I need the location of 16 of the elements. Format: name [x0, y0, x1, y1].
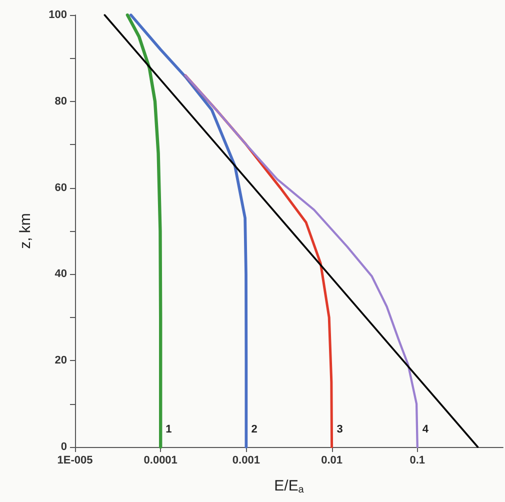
x-tick-label: 0.01 [321, 454, 343, 466]
x-tick-label: 1E-005 [57, 454, 93, 466]
annotation: 3 [336, 424, 343, 436]
x-tick-label: 0.0001 [144, 454, 178, 466]
annotation: 2 [251, 424, 258, 436]
annotation: 1 [166, 424, 172, 436]
y-tick-label: 40 [54, 268, 67, 280]
y-tick-label: 100 [48, 9, 67, 21]
annotation: 4 [422, 424, 430, 436]
y-axis-title: z, km [17, 213, 34, 249]
y-tick-label: 60 [54, 182, 67, 194]
x-tick-label: 0.001 [232, 454, 260, 466]
y-tick-label: 80 [54, 95, 67, 108]
y-tick-label: 0 [60, 441, 67, 453]
y-tick-label: 20 [54, 354, 67, 367]
x-tick-label: 0.1 [410, 454, 426, 466]
